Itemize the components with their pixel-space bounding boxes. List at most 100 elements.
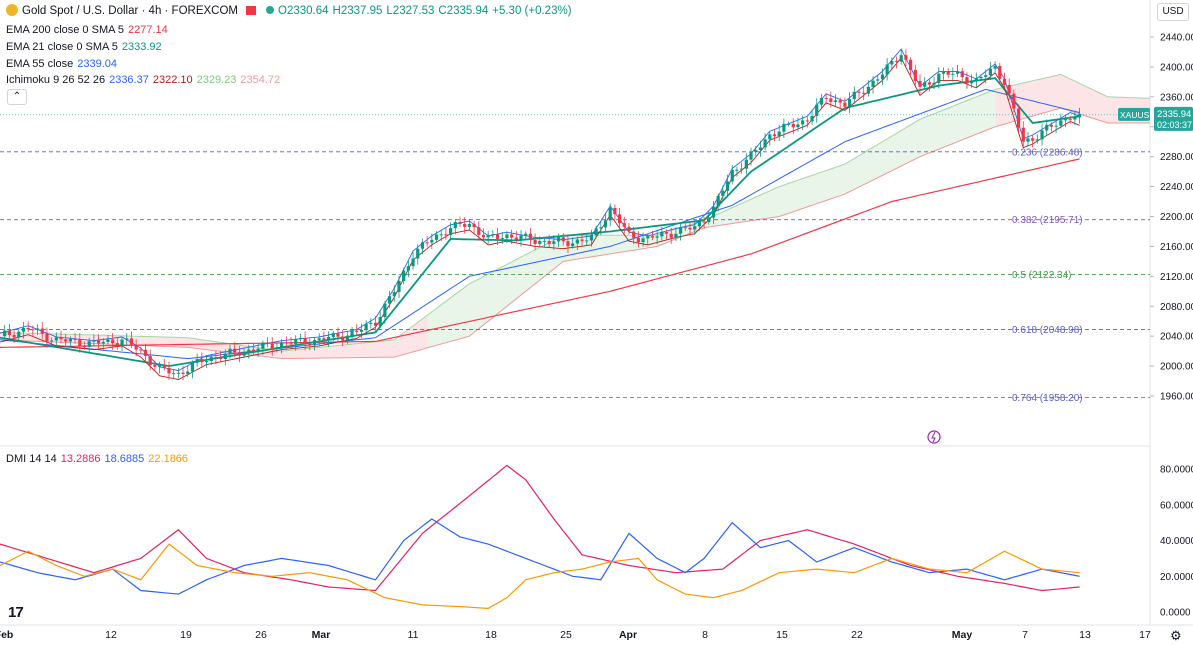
ichimoku-cloud-segment (840, 164, 845, 196)
candle-body (148, 355, 152, 365)
candle-body (406, 266, 410, 271)
ichimoku-cloud-segment (816, 172, 822, 204)
legend-ichimoku[interactable]: Ichimoku 9 26 52 26 2336.37 2322.10 2329.23… (6, 73, 284, 87)
legend-ema55[interactable]: EMA 55 close 2339.04 (6, 57, 121, 71)
dmi-di-line (0, 518, 1080, 595)
candle-body (552, 241, 556, 244)
price-tick-label: 2400.00 (1160, 62, 1193, 73)
candle-body (45, 333, 49, 342)
ichimoku-cloud-segment (211, 341, 216, 351)
ichimoku-cloud-segment (779, 184, 784, 217)
candle-body (669, 233, 673, 238)
ichimoku-cloud-segment (441, 301, 446, 345)
candle-body (115, 343, 119, 346)
ichimoku-cloud-segment (361, 342, 367, 358)
ichimoku-value-1: 2336.37 (109, 74, 149, 86)
ichimoku-cloud-segment (952, 104, 958, 144)
dmi-tick-label: 40.0000 (1160, 536, 1193, 547)
candle-body (7, 330, 11, 335)
candle-body (768, 134, 772, 140)
ichimoku-cloud-segment (765, 190, 770, 219)
symbol-header[interactable]: Gold Spot / U.S. Dollar · 4h · FOREXCOM O… (6, 4, 576, 18)
ohlc-high: H2337.95 (332, 5, 383, 17)
legend-dmi[interactable]: DMI 14 14 13.2886 18.6885 22.1866 (6, 452, 192, 466)
ichimoku-cloud-segment (746, 199, 752, 222)
gear-icon[interactable]: ⚙ (1170, 628, 1182, 643)
dmi-value-3: 22.1866 (148, 453, 189, 465)
ichimoku-cloud-segment (23, 333, 29, 342)
flag-icon[interactable] (246, 6, 257, 15)
candle-body (909, 59, 913, 70)
time-tick-label: 22 (851, 629, 863, 641)
candle-body (782, 123, 786, 132)
ichimoku-cloud-segment (934, 111, 939, 152)
time-tick-label: 7 (1022, 629, 1028, 641)
candle-body (59, 337, 63, 340)
collapse-legend-button[interactable]: ⌃ (7, 89, 27, 105)
candle-body (106, 339, 110, 342)
candle-body (54, 337, 58, 341)
candle-body (275, 347, 279, 350)
candle-body (955, 71, 960, 74)
legend-ema21[interactable]: EMA 21 close 0 SMA 5 2333.92 (6, 40, 166, 54)
candle-body (946, 71, 950, 75)
candle-body (876, 79, 880, 81)
ichimoku-cloud-segment (582, 235, 587, 259)
candle-body (172, 373, 176, 375)
candle-body (472, 223, 476, 228)
candle-body (111, 339, 115, 344)
ohlc-open: O2330.64 (278, 5, 329, 17)
ichimoku-cloud-segment (206, 340, 212, 351)
ichimoku-cloud-segment (168, 337, 174, 347)
ichimoku-cloud-segment (413, 322, 418, 352)
candle-body (711, 206, 716, 218)
ichimoku-cloud-segment (1051, 75, 1057, 111)
ichimoku-cloud-segment (478, 276, 484, 329)
candle-body (500, 238, 504, 240)
candle-body (31, 329, 35, 331)
legend-ema200[interactable]: EMA 200 close 0 SMA 5 2277.14 (6, 23, 172, 37)
candle-body (289, 343, 293, 345)
candle-body (735, 169, 739, 171)
price-tag-value: 2335.94 (1157, 109, 1191, 120)
ichimoku-cloud-segment (755, 194, 761, 221)
ichimoku-cloud-segment (1079, 83, 1085, 116)
ichimoku-cloud-segment (370, 341, 376, 358)
candle-body (772, 134, 777, 137)
ohlc-low: L2327.53 (386, 5, 435, 17)
ichimoku-cloud-segment (943, 108, 949, 148)
currency-selector[interactable]: USD (1157, 3, 1189, 21)
ichimoku-cloud-segment (150, 336, 155, 347)
ichimoku-cloud-segment (638, 235, 644, 250)
candle-body (64, 339, 68, 342)
ichimoku-cloud-segment (718, 211, 723, 226)
candle-body (1059, 120, 1063, 126)
candle-body (350, 330, 354, 336)
ichimoku-cloud-segment (760, 192, 766, 220)
price-tag-box (1154, 106, 1193, 131)
candle-body (233, 348, 237, 353)
candle-body (336, 333, 340, 337)
candle-body (120, 339, 124, 346)
candle-body (265, 342, 270, 344)
ichimoku-cloud-segment (431, 308, 437, 347)
ichimoku-cloud-segment (1032, 79, 1038, 117)
ichimoku-cloud-segment (136, 336, 141, 346)
ichimoku-cloud-segment (1112, 96, 1118, 124)
ichimoku-cloud-segment (999, 87, 1005, 126)
candle-body (1068, 119, 1072, 121)
candle-body (740, 168, 744, 170)
candle-body (932, 82, 936, 85)
ichimoku-cloud-segment (788, 181, 794, 214)
candle-body (1063, 119, 1068, 121)
candle-body (317, 338, 321, 341)
candle-body (449, 228, 453, 236)
ichimoku-kijun-line (0, 57, 1080, 380)
ichimoku-cloud-segment (596, 235, 601, 257)
candle-body (542, 240, 547, 242)
candle-body (1031, 138, 1035, 141)
candle-body (477, 227, 481, 235)
time-tick-label: 15 (776, 629, 788, 641)
ichimoku-cloud-segment (323, 346, 329, 359)
